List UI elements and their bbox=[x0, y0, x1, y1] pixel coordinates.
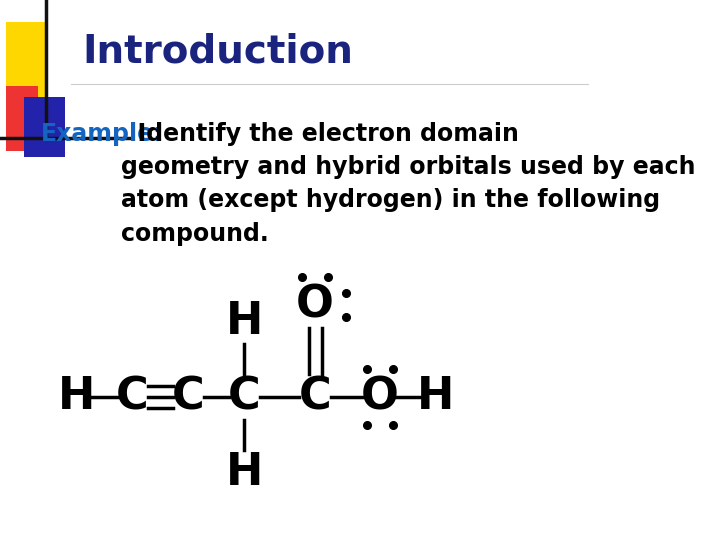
Text: H: H bbox=[58, 375, 95, 418]
Text: H: H bbox=[226, 300, 264, 343]
Text: H: H bbox=[418, 375, 454, 418]
Text: O: O bbox=[296, 284, 334, 327]
Text: Example:: Example: bbox=[41, 122, 163, 145]
Text: O: O bbox=[361, 375, 399, 418]
Text: C: C bbox=[228, 375, 261, 418]
Bar bbox=[24, 97, 65, 157]
Text: C: C bbox=[172, 375, 205, 418]
Bar bbox=[6, 22, 47, 97]
Text: C: C bbox=[299, 375, 331, 418]
Text: C: C bbox=[116, 375, 149, 418]
Text: H: H bbox=[226, 451, 264, 494]
Text: Introduction: Introduction bbox=[83, 32, 354, 70]
Text: Identify the electron domain
geometry and hybrid orbitals used by each
atom (exc: Identify the electron domain geometry an… bbox=[121, 122, 696, 246]
Bar bbox=[6, 86, 38, 151]
